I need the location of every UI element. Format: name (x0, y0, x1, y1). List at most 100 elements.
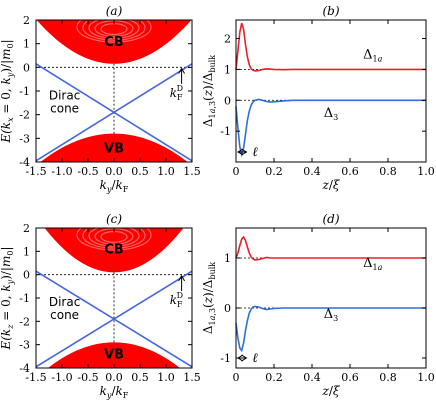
kf-arrowhead (178, 67, 186, 74)
y-tick-label: 0 (224, 94, 231, 107)
x-tick-label: 0.5 (131, 165, 149, 178)
x-tick-label: -1.0 (51, 165, 72, 178)
x-tick-label: 0.8 (379, 165, 397, 178)
series-line-delta-1a (235, 22, 426, 72)
x-tick-label: 0.2 (265, 371, 283, 384)
line-panel-1 (235, 19, 427, 163)
x-tick-label: 0.6 (341, 371, 359, 384)
y-tick-label: 0 (23, 269, 30, 282)
series-line-delta-1a (235, 235, 426, 261)
y-axis-label: Δ1a,3(z)/Δbulk (201, 55, 217, 127)
series-line-delta-3 (235, 305, 426, 353)
cb-ring (82, 20, 146, 41)
line-panel-3 (235, 227, 427, 369)
cb-label: CB (104, 35, 123, 50)
panel-label: (c) (106, 212, 122, 226)
x-tick-label: -1.5 (25, 371, 46, 384)
cb-ring (76, 20, 152, 43)
ell-arrowhead (241, 354, 248, 362)
cb-ring (82, 228, 146, 249)
cb-ring (88, 20, 140, 39)
y-tick-label: -4 (19, 362, 30, 375)
y-tick-label: 1 (224, 252, 231, 265)
axes-frame (235, 227, 427, 369)
vb-label: VB (104, 142, 124, 157)
plot-area (36, 20, 192, 162)
kf-label: kFD (170, 84, 183, 102)
x-tick-label: 1.5 (183, 165, 201, 178)
x-tick-label: 0.4 (303, 371, 321, 384)
series-label-delta-1a: Δ1a (363, 256, 382, 272)
y-tick-label: -1 (220, 352, 231, 365)
dirac-line-up (36, 62, 192, 162)
cone-label: cone (50, 308, 79, 322)
ell-label: ℓ (252, 145, 258, 160)
y-tick-label: -1 (19, 85, 30, 98)
y-tick-label: -2 (19, 315, 30, 328)
y-tick-label: 0 (224, 302, 231, 315)
kf-label: kFD (170, 291, 183, 309)
y-tick-label: -4 (19, 156, 30, 169)
series-label-delta-3: Δ3 (324, 307, 338, 323)
axes-frame (235, 19, 427, 163)
x-tick-label: 0.0 (105, 371, 123, 384)
cb-label: CB (104, 243, 123, 258)
y-tick-label: -3 (19, 132, 30, 145)
cb-ring (88, 228, 140, 247)
x-tick-label: -0.5 (77, 371, 98, 384)
dirac-line-up (36, 270, 192, 368)
x-tick-label: -0.5 (77, 165, 98, 178)
x-tick-label: 0.4 (303, 165, 321, 178)
valence-band (40, 133, 188, 162)
x-tick-label: 0 (233, 371, 240, 384)
y-tick-label: 1 (224, 63, 231, 76)
vb-label: VB (104, 348, 124, 363)
x-tick-label: 1.0 (417, 165, 435, 178)
y-tick-label: -1 (220, 125, 231, 138)
y-axis-label: Δ1a,3(z)/Δbulk (201, 262, 217, 334)
ell-arrowhead (241, 148, 248, 156)
x-axis-label: ky/kF (100, 384, 129, 400)
y-tick-label: -2 (19, 109, 30, 122)
band-panel-0 (35, 19, 193, 163)
ell-label: ℓ (252, 351, 258, 366)
ell-arrowhead (237, 148, 244, 156)
cb-ring (76, 228, 152, 251)
dirac-label: Dirac (49, 88, 80, 102)
kf-arrowhead (178, 274, 186, 282)
x-tick-label: 0.0 (105, 165, 123, 178)
x-axis-label: ky/kF (100, 178, 129, 194)
panel-label: (a) (106, 4, 123, 18)
y-axis-label: E(kz = 0, ky)/|m0| (0, 246, 15, 350)
x-tick-label: 1.0 (157, 371, 175, 384)
x-tick-label: 1.5 (183, 371, 201, 384)
y-axis-label: E(kx = 0, ky)/|m0| (0, 39, 15, 143)
plot-area (36, 228, 192, 368)
x-tick-label: 0.5 (131, 371, 149, 384)
panel-label: (b) (322, 4, 339, 18)
x-tick-label: 0.2 (265, 165, 283, 178)
x-tick-label: 0.6 (341, 165, 359, 178)
y-tick-label: 1 (23, 245, 30, 258)
x-tick-label: -1.0 (51, 371, 72, 384)
series-label-delta-3: Δ3 (324, 106, 338, 122)
x-axis-label: z/ξ (322, 178, 341, 192)
y-tick-label: 2 (224, 33, 231, 46)
x-tick-label: 0 (233, 165, 240, 178)
y-tick-label: -3 (19, 339, 30, 352)
cone-label: cone (50, 101, 79, 115)
y-tick-label: 2 (23, 14, 30, 27)
valence-band (48, 342, 180, 368)
x-tick-label: -1.5 (25, 165, 46, 178)
x-tick-label: 1.0 (417, 371, 435, 384)
x-axis-label: z/ξ (322, 384, 341, 398)
band-panel-2 (35, 227, 193, 369)
dirac-label: Dirac (49, 295, 80, 309)
y-tick-label: 0 (23, 61, 30, 74)
y-tick-label: 1 (23, 38, 30, 51)
y-tick-label: -1 (19, 292, 30, 305)
y-tick-label: 2 (23, 222, 30, 235)
x-tick-label: 0.8 (379, 371, 397, 384)
x-tick-label: 1.0 (157, 165, 175, 178)
